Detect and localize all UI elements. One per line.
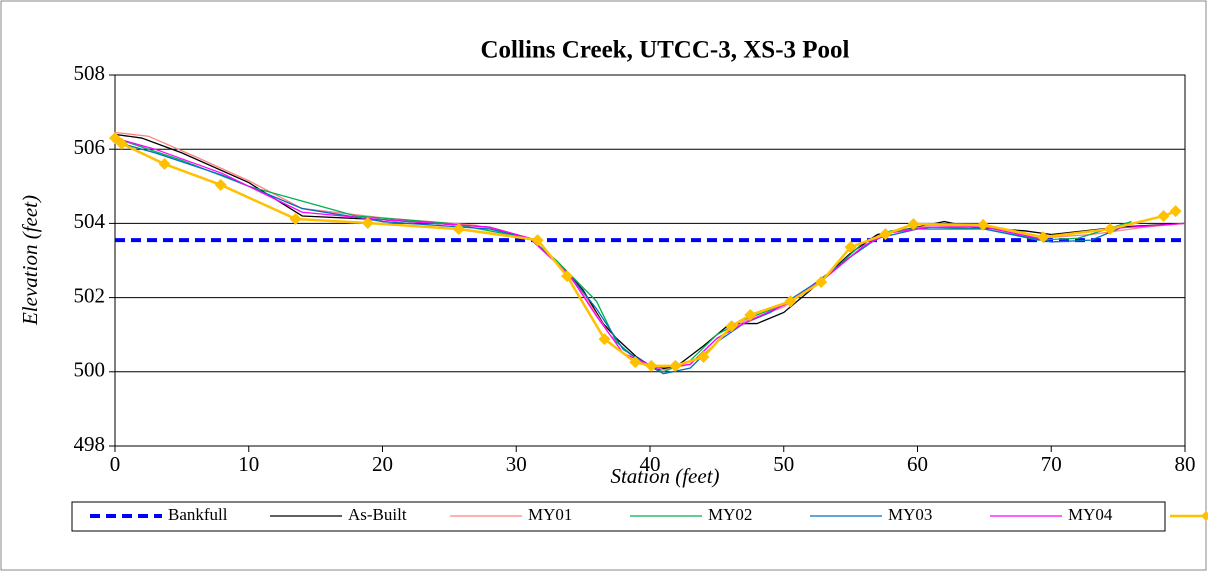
x-tick-label: 20 [372, 452, 393, 476]
data-marker [907, 218, 920, 231]
x-tick-label: 70 [1041, 452, 1062, 476]
series-line [114, 137, 1186, 369]
x-tick-label: 40 [640, 452, 661, 476]
y-tick-label: 498 [74, 432, 106, 456]
data-marker [815, 276, 828, 289]
y-tick-label: 500 [74, 358, 106, 382]
data-marker [115, 137, 128, 150]
x-tick-label: 0 [110, 452, 121, 476]
data-marker [109, 132, 121, 145]
y-tick-label: 508 [74, 61, 106, 85]
series-line [114, 137, 1177, 368]
data-marker [879, 228, 892, 241]
legend-marker [1201, 511, 1208, 521]
x-tick-label: 50 [773, 452, 794, 476]
legend-label: As-Built [348, 505, 407, 524]
data-marker [598, 333, 611, 346]
data-marker [1169, 205, 1182, 218]
legend-label: MY01 [528, 505, 572, 524]
data-marker [158, 158, 171, 171]
data-marker [725, 320, 738, 333]
data-marker [669, 359, 682, 372]
data-marker [629, 356, 642, 369]
legend-label: Bankfull [168, 505, 228, 524]
data-marker [697, 350, 710, 363]
legend-box [71, 501, 1166, 532]
data-marker [744, 309, 757, 322]
data-marker [561, 270, 574, 283]
data-marker [214, 178, 227, 191]
data-marker [645, 359, 658, 372]
x-tick-label: 10 [238, 452, 259, 476]
data-marker [289, 212, 302, 225]
data-marker [844, 241, 857, 254]
x-tick-label: 80 [1175, 452, 1196, 476]
y-axis-label: Elevation (feet) [18, 195, 42, 326]
data-marker [977, 218, 990, 231]
legend-label: MY03 [888, 505, 932, 524]
plot-area [114, 74, 1186, 447]
y-tick-label: 506 [74, 135, 106, 159]
x-tick-label: 60 [907, 452, 928, 476]
y-tick-label: 502 [74, 283, 106, 307]
data-marker [531, 234, 544, 247]
data-marker [452, 222, 465, 235]
x-axis-label: Station (feet) [610, 464, 719, 488]
data-marker [784, 295, 797, 308]
data-marker [361, 217, 374, 230]
legend-label: MY04 [1068, 505, 1113, 524]
data-marker [1157, 209, 1170, 222]
data-marker [1104, 222, 1117, 235]
x-tick-label: 30 [506, 452, 527, 476]
legend-label: MY02 [708, 505, 752, 524]
chart-title: Collins Creek, UTCC-3, XS-3 Pool [481, 37, 850, 64]
y-tick-label: 504 [74, 209, 106, 233]
data-marker [1037, 231, 1050, 244]
